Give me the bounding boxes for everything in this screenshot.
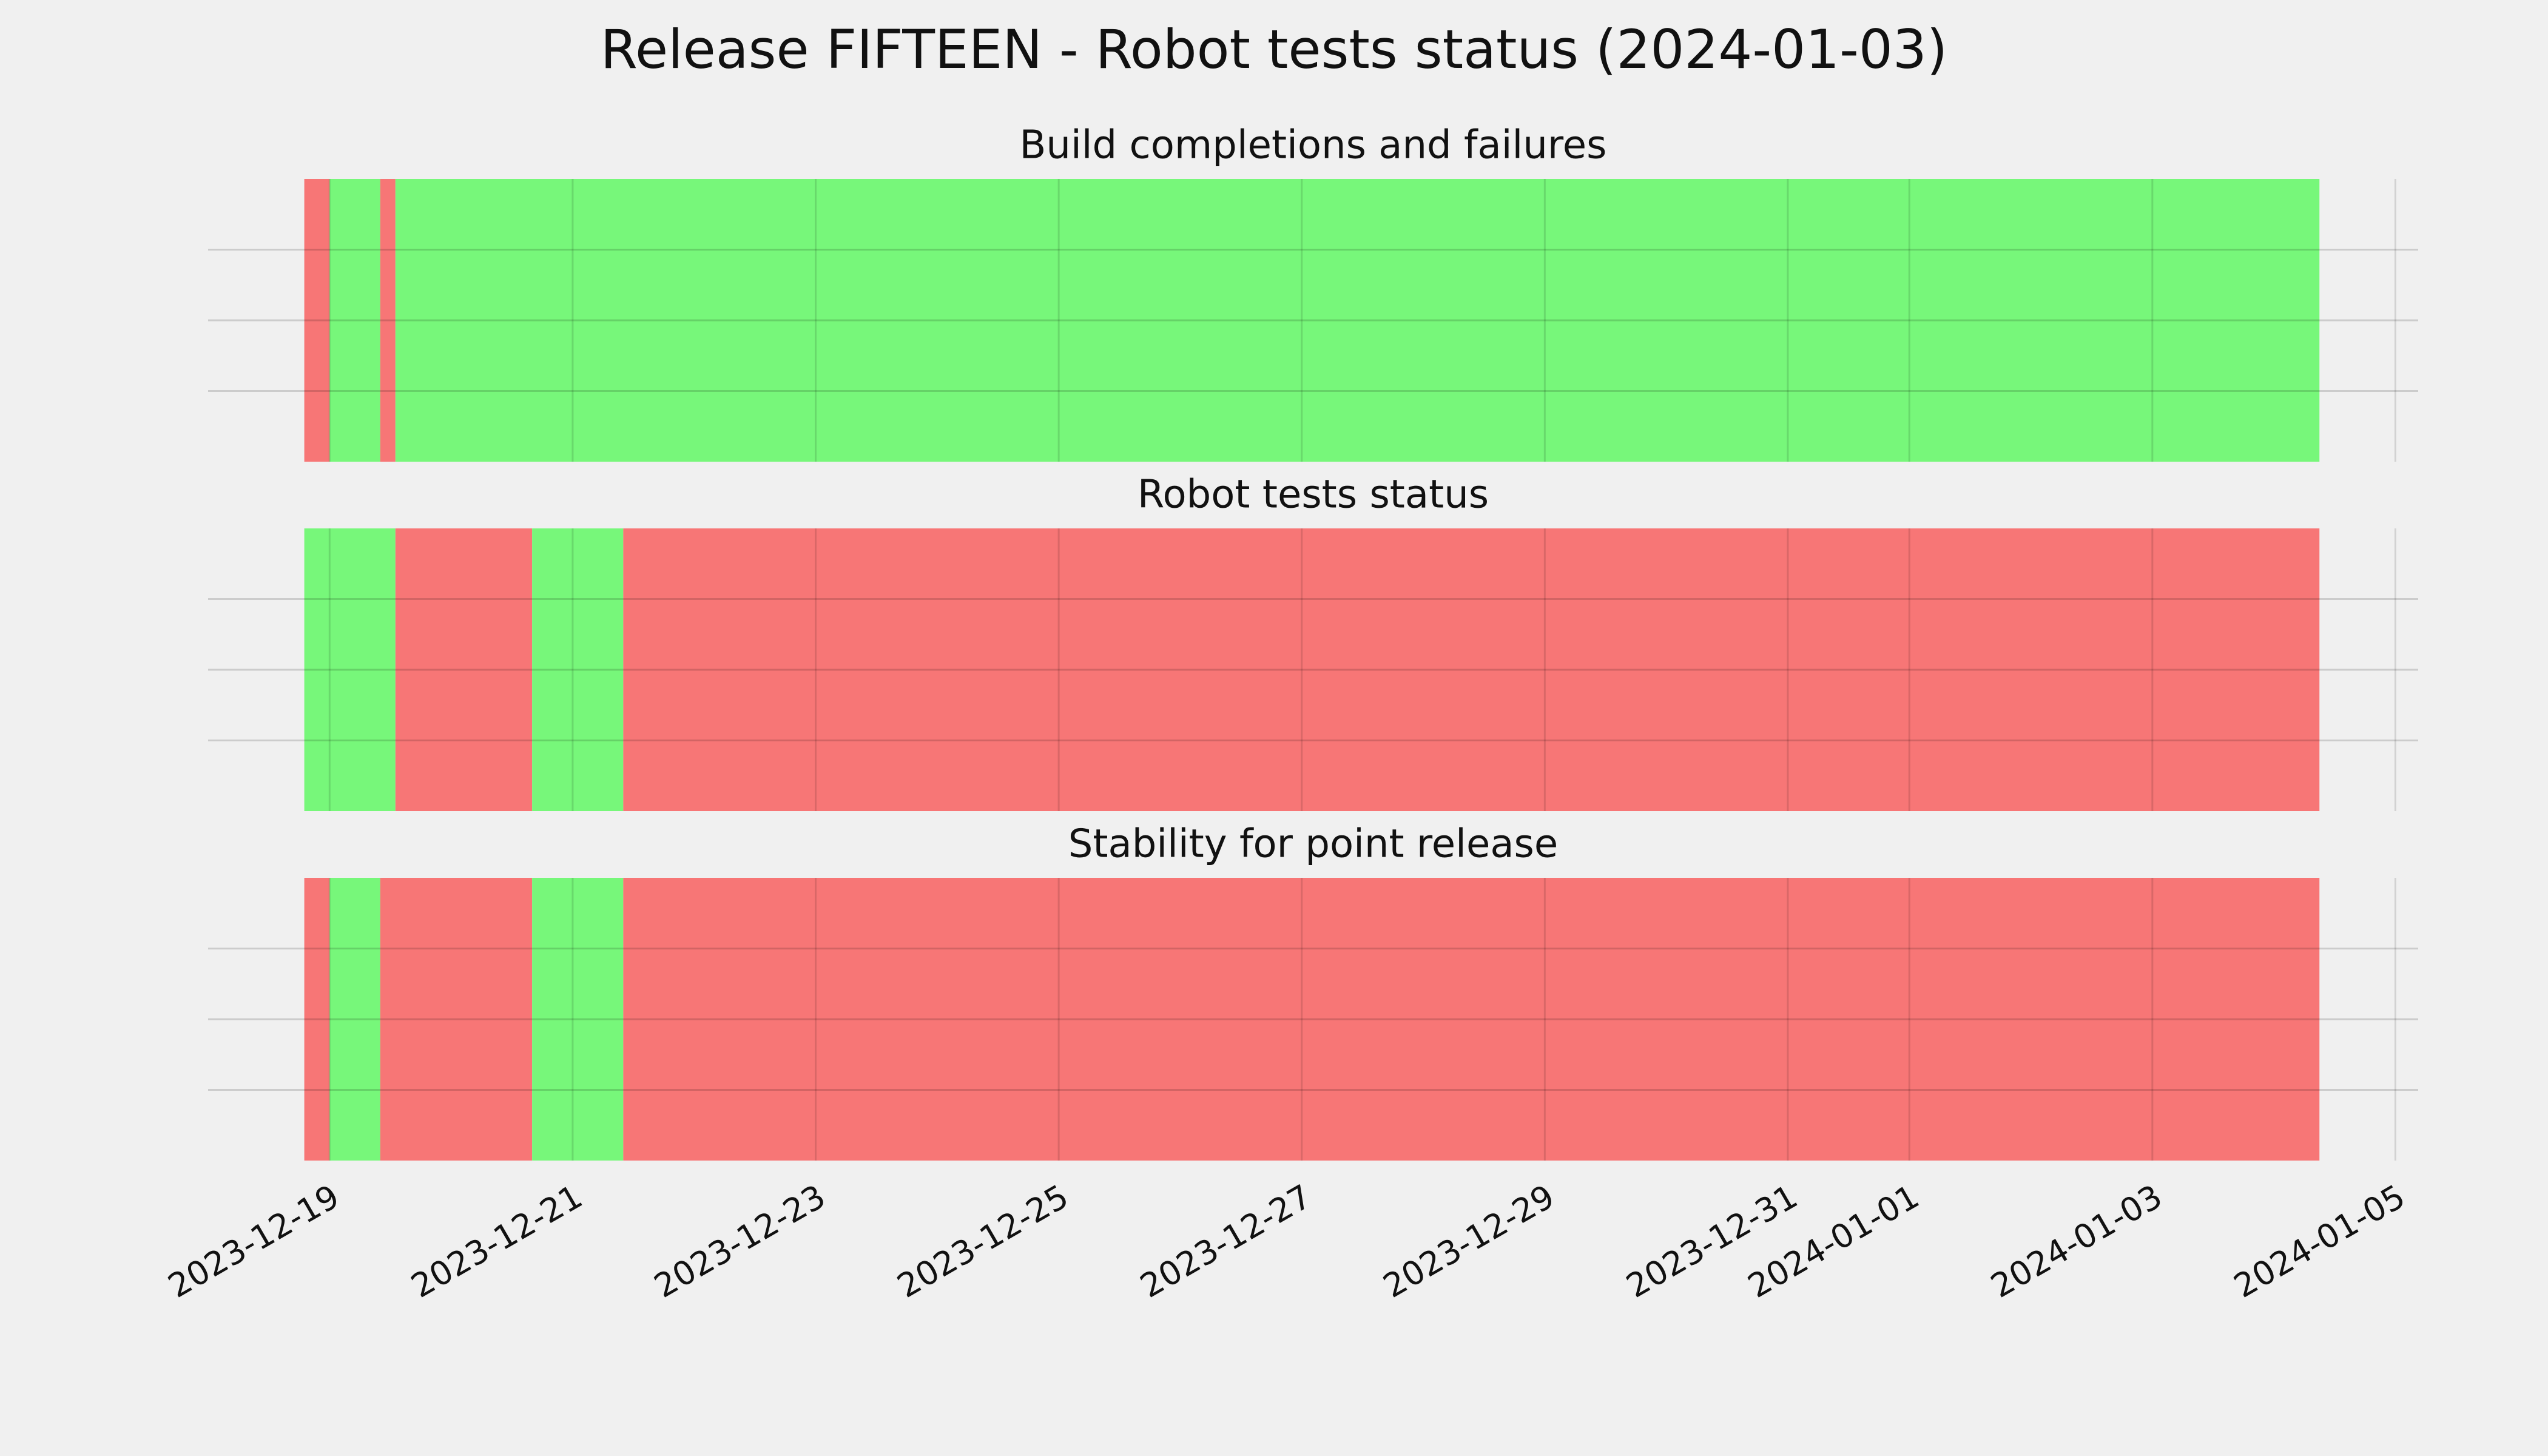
status-segment [532,528,624,811]
status-segment [329,179,380,462]
status-segment [395,528,533,811]
status-segment [623,528,2320,811]
panel-title: Stability for point release [1068,822,1559,867]
status-segment [304,878,330,1161]
status-segment [329,878,380,1161]
status-segment [532,878,624,1161]
status-segment [304,528,396,811]
panel-title: Build completions and failures [1020,123,1607,168]
status-segment [623,878,2320,1161]
figure-title: Release FIFTEEN - Robot tests status (20… [601,18,1947,81]
status-segment [304,179,330,462]
status-segment [380,878,533,1161]
status-segment [395,179,2320,462]
status-segment [380,179,396,462]
panel-title: Robot tests status [1138,473,1489,517]
